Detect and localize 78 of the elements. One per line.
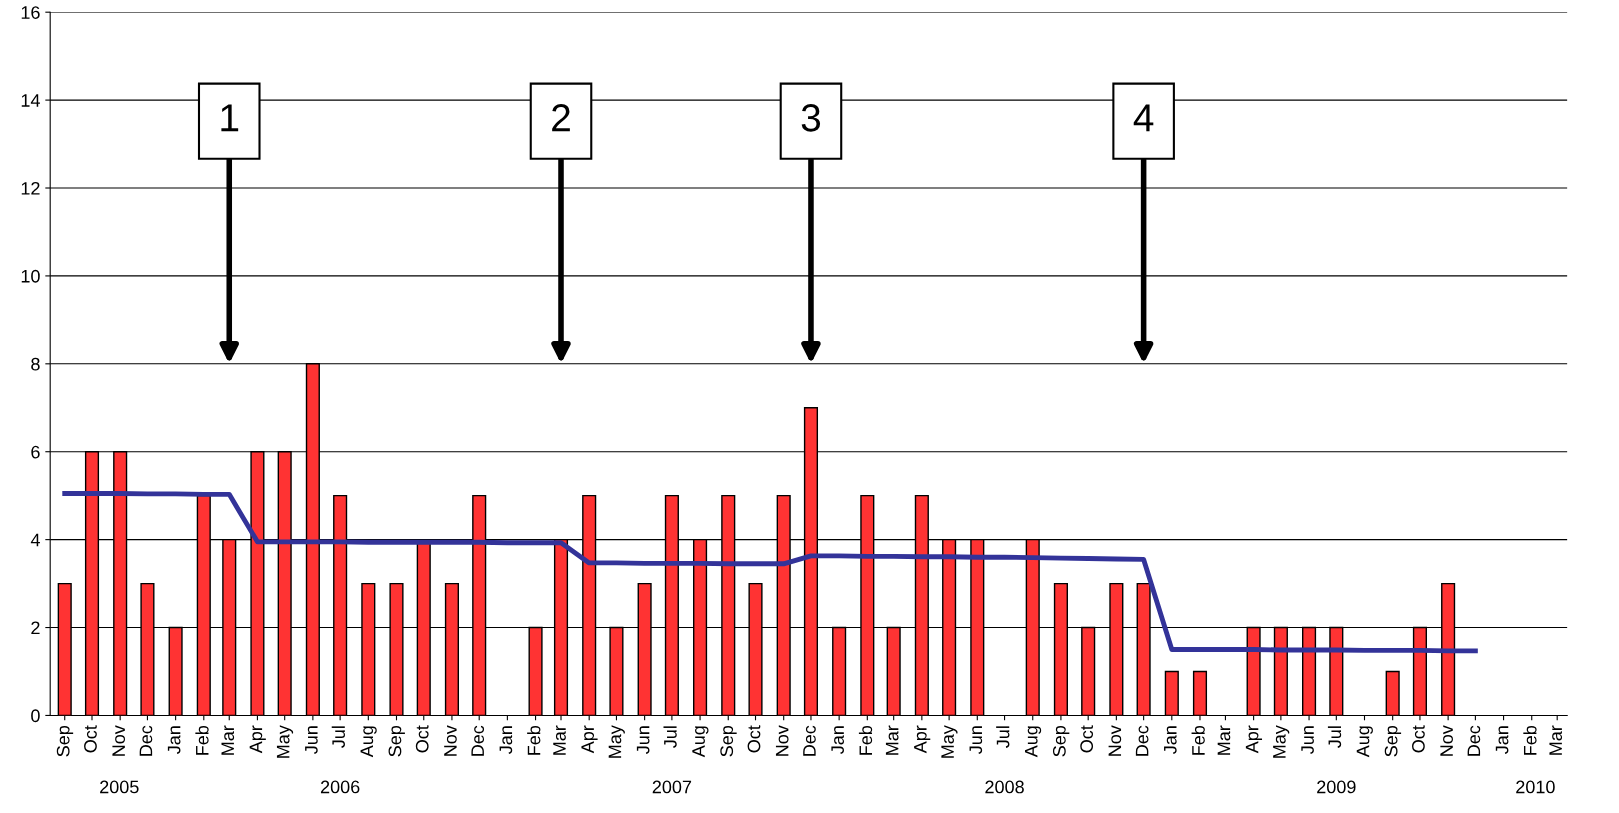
x-tick-label: Jul (1327, 726, 1342, 748)
x-tick-label: May (1273, 725, 1290, 758)
x-tick-label: Oct (84, 725, 97, 753)
x-tick-label: Jan (1164, 726, 1177, 754)
y-tick-label: 16 (21, 6, 40, 19)
x-tick-label: May (608, 725, 625, 758)
x-tick-label: Sep (720, 725, 737, 757)
x-tick-label: Nov (444, 725, 457, 756)
x-tick-label: Oct (1080, 725, 1094, 753)
x-tick-label: Dec (1467, 725, 1481, 756)
x-tick-label: May (276, 725, 294, 758)
x-tick-label: Aug (360, 726, 377, 758)
x-tick-label: Sep (388, 725, 405, 757)
bar (1385, 670, 1400, 716)
x-tick-label: Oct (1412, 725, 1425, 753)
x-tick-label: Jan (167, 726, 181, 754)
annotation: 2 (552, 104, 570, 132)
x-tick-label: Jul (996, 726, 1010, 748)
x-tick-label: Mar (553, 725, 566, 755)
x-tick-label: Nov (1108, 725, 1122, 756)
x2-tick-label: 2008 (985, 780, 1024, 794)
x-tick-label: Mar (1217, 725, 1231, 755)
x-tick-label: Mar (1549, 725, 1563, 755)
x-tick-label: Apr (1245, 725, 1263, 754)
x-tick-label: Jul (663, 726, 677, 748)
y-tick-label: 10 (21, 269, 40, 283)
x-tick-label: Nov (112, 725, 126, 756)
x-tick-label: Dec (139, 725, 153, 756)
x-tick-label: Aug (1356, 726, 1373, 758)
y-tick-label: 6 (31, 445, 40, 459)
x-tick-label: Sep (1384, 725, 1402, 757)
x2-tick-label: 2007 (652, 780, 692, 794)
x-tick-label: Feb (1523, 725, 1537, 755)
x-tick-label: Jun (1301, 726, 1314, 754)
annotation: 1 (221, 104, 239, 132)
x-tick-label: Feb (858, 725, 873, 755)
x-tick-label: Jun (305, 726, 318, 754)
x-tick-label: Apr (249, 725, 266, 754)
bar (1164, 670, 1179, 716)
bar (1192, 670, 1208, 716)
x2-tick-label: 2010 (1516, 780, 1555, 794)
x-tick-label: Oct (415, 725, 429, 753)
y-tick-label: 8 (31, 357, 40, 371)
x-tick-label: Feb (1191, 725, 1205, 755)
x-tick-label: Feb (527, 725, 541, 755)
x-tick-label: Dec (1135, 725, 1149, 756)
x-tick-label: Oct (747, 725, 761, 753)
x-tick-label: Dec (803, 725, 816, 756)
x-tick-label: Sep (56, 725, 74, 757)
x-tick-label: Dec (471, 725, 485, 756)
x-tick-label: Aug (692, 726, 709, 758)
x-tick-label: Mar (885, 725, 899, 755)
x-tick-label: Jan (831, 726, 844, 754)
x-tick-label: Nov (775, 725, 789, 756)
y-tick-label: 4 (30, 533, 40, 547)
x-tick-label: Apr (581, 725, 598, 754)
x-tick-label: Jun (969, 726, 983, 754)
x-tick-label: Jul (331, 726, 345, 748)
y-tick-label: 14 (21, 94, 40, 107)
y-tick-label: 0 (31, 709, 40, 723)
x2-tick-label: 2009 (1317, 780, 1356, 794)
x-tick-label: Mar (221, 725, 235, 755)
x-tick-label: Aug (1024, 726, 1042, 758)
x-tick-label: May (941, 725, 958, 758)
y-tick-label: 12 (21, 181, 40, 195)
x2-tick-label: 2005 (100, 780, 139, 794)
x-tick-label: Sep (1052, 725, 1070, 757)
y-tick-label: 2 (31, 621, 40, 635)
x-tick-label: Jun (636, 726, 650, 754)
x-tick-label: Apr (914, 725, 931, 754)
x-tick-label: Jan (499, 726, 513, 754)
x-tick-label: Jan (1495, 726, 1509, 754)
annotation: 4 (1133, 104, 1154, 132)
x2-tick-label: 2006 (320, 780, 360, 794)
line-series (62, 491, 1478, 654)
x-tick-label: Feb (195, 725, 209, 755)
annotation: 3 (801, 104, 821, 132)
x-tick-label: Nov (1440, 725, 1453, 756)
